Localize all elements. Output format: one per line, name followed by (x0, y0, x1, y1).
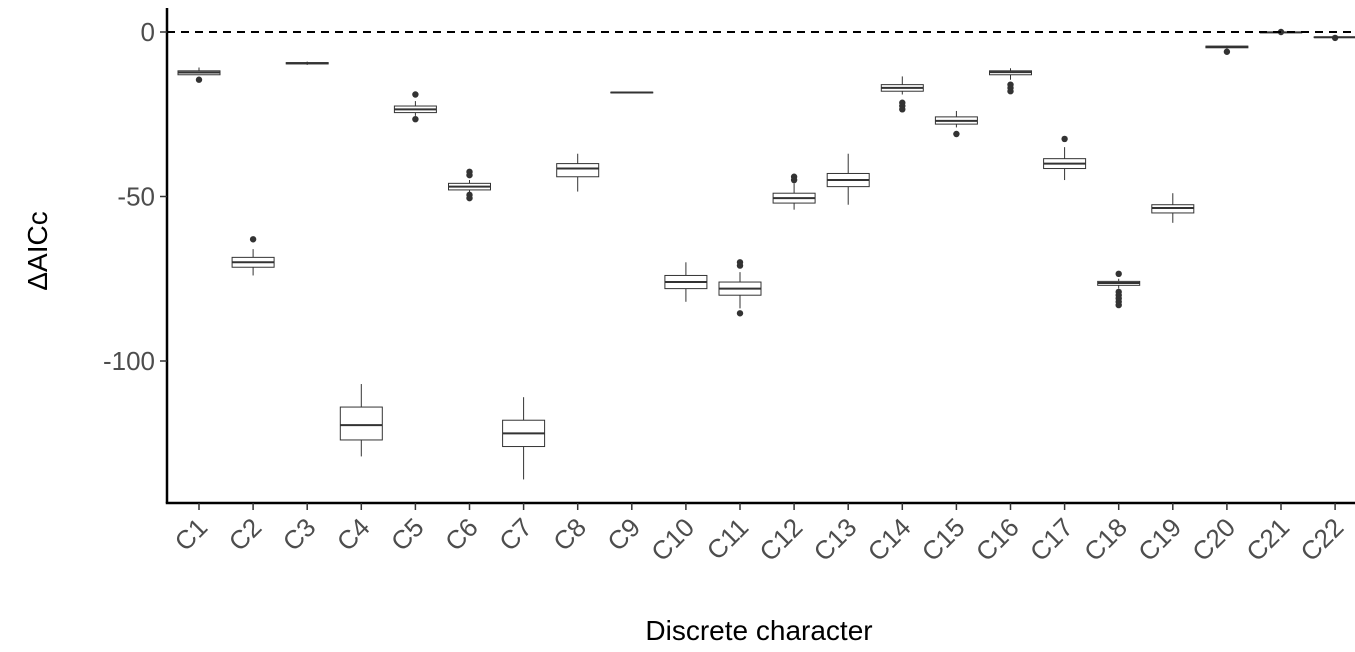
outlier-point (412, 115, 419, 123)
x-tick-label-c10: C10 (645, 512, 700, 567)
axes-layer (165, 8, 1355, 505)
outlier-point (466, 194, 473, 202)
y-ticks: 0 -50 -100 (103, 17, 167, 376)
x-tick-label-c14: C14 (862, 512, 917, 567)
y-tick-label: -100 (103, 346, 155, 376)
box-c4 (339, 384, 383, 457)
box-c5 (393, 91, 437, 123)
y-axis-title: ΔAICc (22, 211, 53, 290)
outlier-point (899, 106, 906, 113)
box-c1 (177, 67, 221, 83)
box-c18 (1097, 270, 1141, 309)
outlier-point (736, 262, 744, 269)
x-tick-label-c8: C8 (547, 512, 592, 557)
x-tick-label-c12: C12 (753, 512, 808, 567)
x-tick-label-c11: C11 (701, 512, 755, 566)
box-c9 (610, 91, 654, 94)
x-tick-label-c2: C2 (223, 512, 268, 557)
x-tick-label-c21: C21 (1240, 512, 1295, 567)
x-tick-label-c1: C1 (169, 512, 214, 557)
outlier-point (195, 76, 203, 83)
x-tick-label-c7: C7 (493, 512, 538, 557)
outlier-point (1223, 48, 1231, 55)
x-tick-label-c13: C13 (807, 512, 862, 567)
outlier-point (790, 176, 798, 184)
x-tick-label-c18: C18 (1078, 512, 1133, 567)
box-c15 (934, 110, 978, 138)
x-tick-label-c16: C16 (970, 512, 1025, 567)
x-tick-label-c17: C17 (1024, 512, 1079, 567)
outlier-point (466, 171, 473, 179)
outlier-point (953, 130, 960, 138)
y-tick-label: -50 (117, 182, 155, 212)
x-tick-label-c6: C6 (439, 512, 484, 557)
outlier-point (1331, 34, 1339, 42)
box-c13 (826, 153, 870, 205)
box-c6 (448, 168, 491, 202)
x-tick-label-c15: C15 (916, 512, 971, 567)
x-tick-label-c3: C3 (277, 512, 322, 557)
outlier-point (1115, 301, 1122, 309)
box-c19 (1151, 193, 1195, 223)
box-c3 (285, 61, 329, 65)
box-c2 (231, 236, 275, 276)
outlier-point (1115, 270, 1122, 278)
box-c20 (1205, 45, 1249, 55)
iqr-box (556, 163, 600, 178)
x-tick-label-c20: C20 (1186, 512, 1241, 567)
y-tick-label: 0 (141, 17, 155, 47)
box-c17 (1043, 135, 1087, 181)
x-tick-label-c9: C9 (601, 512, 646, 557)
outlier-point (249, 236, 257, 243)
outlier-point (736, 310, 744, 317)
outlier-point (412, 91, 419, 98)
box-c12 (772, 173, 816, 210)
x-axis-title: Discrete character (645, 615, 872, 646)
box-c11 (718, 259, 762, 317)
x-tick-label-c19: C19 (1132, 512, 1187, 567)
box-c14 (880, 76, 924, 113)
box-c7 (502, 397, 546, 480)
box-c22 (1313, 34, 1355, 42)
iqr-box (339, 406, 383, 441)
outlier-point (1061, 135, 1068, 143)
x-tick-label-c5: C5 (385, 512, 430, 557)
boxes-layer (177, 28, 1355, 480)
box-c8 (556, 153, 600, 192)
outlier-point (1007, 88, 1014, 95)
box-c10 (664, 262, 708, 302)
x-tick-label-c22: C22 (1294, 512, 1349, 567)
box-c16 (989, 68, 1032, 95)
x-tick-label-c4: C4 (331, 512, 376, 557)
x-ticks: C1 C2 C3 C4 C5 C6 C7 C8 C9 C10 C11 C12 C13 C14 C15 C16 C… (169, 503, 1349, 567)
